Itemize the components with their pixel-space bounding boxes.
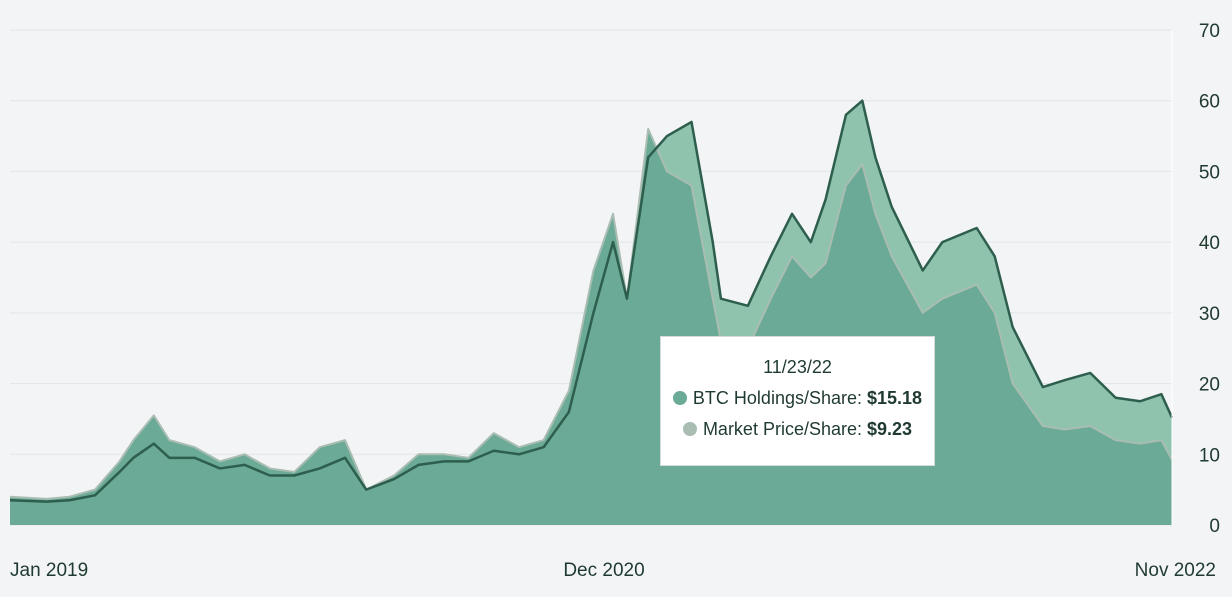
- y-tick-label: 30: [1199, 304, 1220, 325]
- tooltip-btc-value: $15.18: [867, 388, 923, 408]
- y-axis-ticks: 0 10 20 30 40 50 60 70: [1199, 21, 1220, 537]
- market-price-legend-dot: [682, 422, 697, 436]
- y-tick-label: 40: [1199, 233, 1220, 254]
- x-tick-label: Jan 2019: [10, 560, 88, 581]
- x-tick-label: Nov 2022: [1135, 560, 1216, 581]
- y-tick-label: 50: [1199, 162, 1220, 183]
- tooltip-market-value: $9.23: [867, 419, 913, 439]
- hover-tooltip: 11/23/22 BTC Holdings/Share: $15.18 Mark…: [660, 336, 935, 466]
- tooltip-btc-label: BTC Holdings/Share:: [692, 388, 862, 408]
- y-tick-label: 0: [1209, 516, 1220, 537]
- tooltip-row-market-price: Market Price/Share: $9.23: [661, 419, 934, 440]
- btc-holdings-legend-dot: [672, 391, 687, 405]
- x-axis-ticks: Jan 2019 Dec 2020 Nov 2022: [10, 560, 1216, 581]
- y-tick-label: 70: [1199, 21, 1220, 42]
- y-tick-label: 20: [1199, 375, 1220, 396]
- series-lines: [9, 30, 1174, 525]
- y-tick-label: 60: [1199, 92, 1220, 113]
- x-tick-label: Dec 2020: [563, 560, 644, 581]
- tooltip-market-label: Market Price/Share:: [702, 419, 862, 439]
- y-tick-label: 10: [1199, 445, 1220, 466]
- tooltip-date: 11/23/22: [763, 357, 832, 377]
- btc-holdings-line: [9, 99, 1174, 503]
- tooltip-row-btc-holdings: BTC Holdings/Share: $15.18: [661, 388, 934, 409]
